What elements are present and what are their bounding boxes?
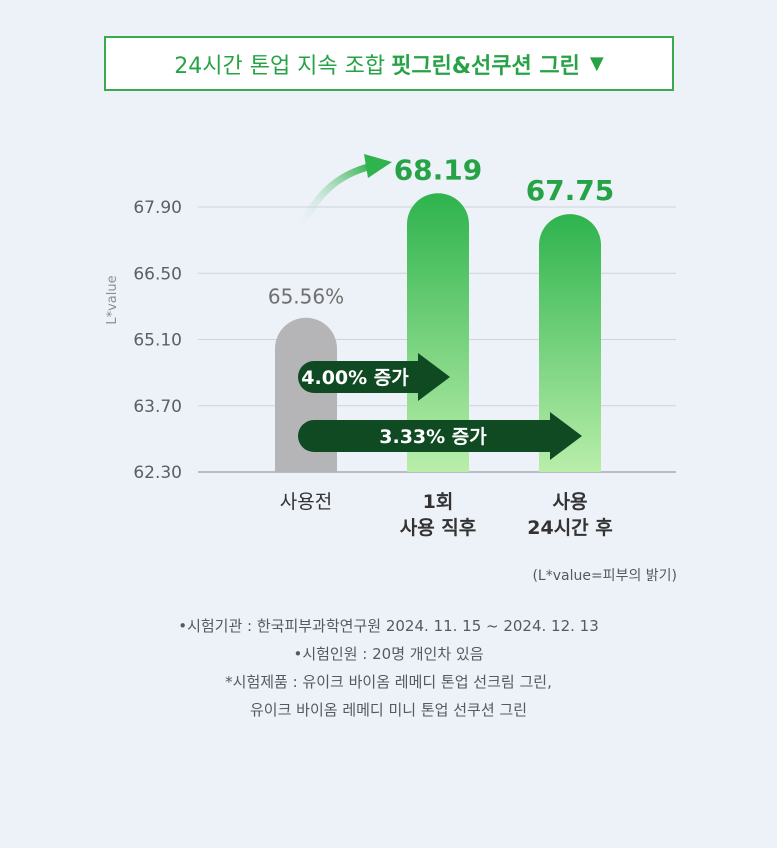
x-tick-label: 1회	[423, 491, 454, 513]
x-tick-label: 사용 직후	[400, 517, 477, 539]
x-tick-label: 사용	[553, 491, 588, 513]
footnote-subjects: •시험인원 : 20명 개인차 있음	[293, 645, 484, 663]
increase-label: 4.00% 증가	[301, 367, 409, 389]
bar-chart: L*value 67.90 66.50 65.10 63.70 62.30 65.56% 사…	[105, 153, 676, 539]
footnotes: •시험기관 : 한국피부과학연구원 2024. 11. 15 ~ 2024. 1…	[0, 612, 777, 724]
x-tick-label: 사용전	[280, 491, 332, 513]
data-label: 67.75	[526, 174, 615, 207]
y-axis-label: L*value	[105, 275, 120, 324]
x-tick-label: 24시간 후	[527, 517, 613, 539]
data-label: 65.56%	[268, 285, 344, 309]
footnote-products: *시험제품 : 유이크 바이옴 레메디 톤업 선크림 그린,	[225, 673, 552, 691]
bar	[407, 193, 469, 472]
increase-arrow	[298, 412, 582, 460]
increase-label: 3.33% 증가	[379, 426, 487, 448]
y-tick-label: 66.50	[133, 264, 182, 284]
triangle-down-icon: ▼	[589, 53, 604, 74]
y-tick-label: 65.10	[133, 331, 182, 351]
y-tick-label: 62.30	[133, 463, 182, 483]
increase-arrow	[298, 353, 450, 401]
bar	[539, 214, 601, 473]
rising-arrow-head	[364, 154, 392, 178]
rising-arrow-curve	[294, 162, 376, 234]
y-tick-label: 63.70	[133, 397, 182, 417]
source-note: (L*value=피부의 밝기)	[532, 568, 677, 584]
y-tick-label: 67.90	[133, 198, 182, 218]
title-bold: 핏그린&선쿠션 그린	[391, 53, 580, 79]
footnote-products-cont: 유이크 바이옴 레메디 미니 톤업 선쿠션 그린	[249, 701, 527, 719]
chart-title-box: 24시간 톤업 지속 조합 핏그린&선쿠션 그린 ▼	[104, 36, 674, 91]
title-regular: 24시간 톤업 지속 조합	[174, 53, 386, 79]
data-label: 68.19	[394, 153, 483, 186]
footnote-institution: •시험기관 : 한국피부과학연구원 2024. 11. 15 ~ 2024. 1…	[178, 617, 599, 635]
